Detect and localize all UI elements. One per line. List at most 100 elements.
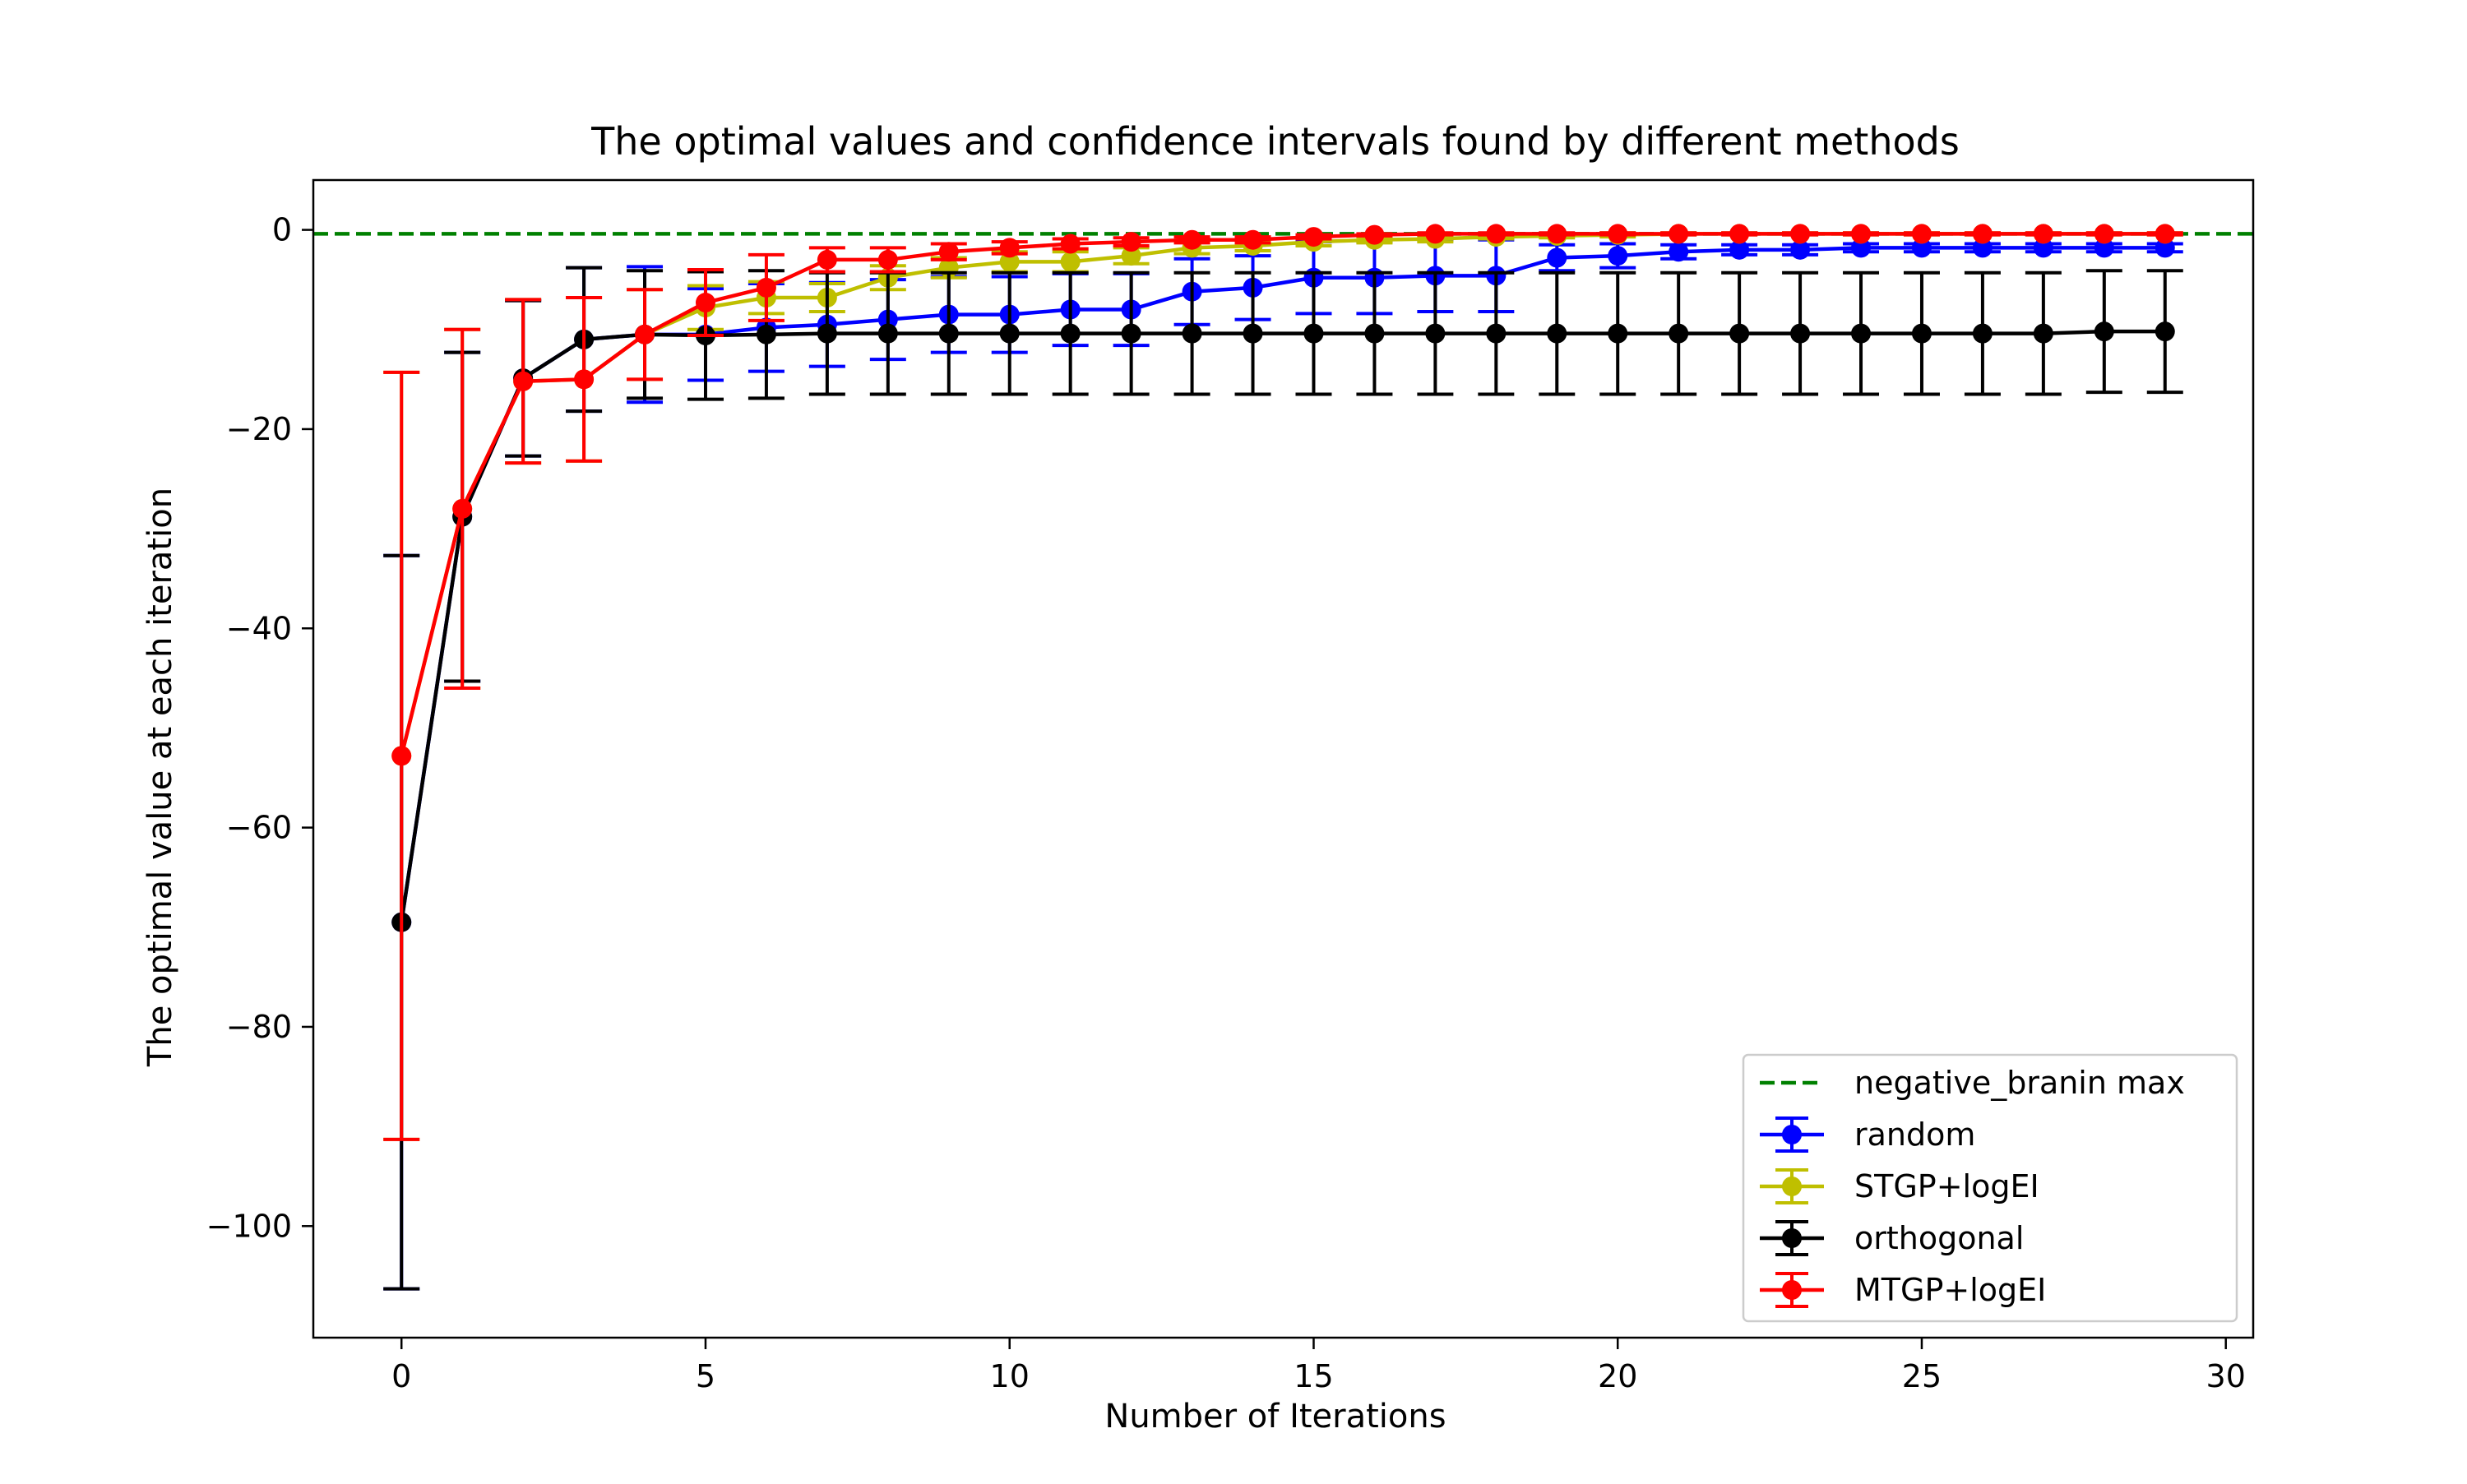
x-tick-label: 20 (1598, 1358, 1637, 1394)
data-point (2033, 224, 2053, 244)
legend-swatch-marker (1782, 1228, 1802, 1248)
legend-label: STGP+logEI (1854, 1168, 2039, 1204)
legend-item: random (1760, 1116, 1975, 1153)
data-point (1972, 224, 1993, 244)
legend-label: negative_branin max (1854, 1065, 2185, 1101)
data-point (1243, 229, 1263, 250)
data-point (1729, 323, 1750, 344)
data-point (1182, 229, 1202, 250)
x-tick-label: 0 (391, 1358, 411, 1394)
data-point (1486, 323, 1507, 344)
data-point (1851, 323, 1872, 344)
data-point (1547, 224, 1567, 244)
data-point (1851, 224, 1872, 244)
data-point (1364, 323, 1385, 344)
y-tick-label: −40 (226, 610, 292, 646)
data-point (1669, 242, 1689, 262)
legend-item: negative_branin max (1760, 1065, 2185, 1101)
data-point (877, 249, 898, 270)
data-point (574, 369, 595, 390)
y-tick-label: 0 (272, 212, 292, 248)
data-point (513, 371, 534, 391)
data-point (1911, 238, 1932, 258)
data-point (2155, 224, 2175, 244)
data-point (1972, 323, 1993, 344)
data-point (756, 277, 776, 298)
data-point (1121, 232, 1141, 252)
legend-swatch-marker (1782, 1125, 1802, 1144)
data-point (1303, 227, 1324, 247)
data-point (1486, 224, 1507, 244)
data-point (1547, 247, 1567, 268)
legend-label: orthogonal (1854, 1220, 2024, 1256)
x-tick-label: 15 (1294, 1358, 1333, 1394)
data-point (1243, 323, 1263, 344)
data-point (1303, 323, 1324, 344)
data-point (1547, 323, 1567, 344)
legend: negative_branin max random STGP+logEI ortho… (1742, 1053, 2238, 1323)
y-tick-label: −100 (206, 1208, 292, 1244)
x-tick-label: 5 (696, 1358, 715, 1394)
chart-title: The optimal values and confidence interv… (590, 119, 1960, 164)
data-point (999, 252, 1020, 272)
data-point (1121, 246, 1141, 266)
data-point (695, 293, 715, 313)
y-axis-label: The optimal value at each iteration (141, 488, 179, 1067)
data-point (1911, 224, 1932, 244)
data-point (1060, 323, 1081, 344)
data-point (2155, 238, 2175, 258)
data-point (1182, 323, 1202, 344)
data-point (1608, 224, 1628, 244)
series-line (400, 232, 2165, 756)
data-point (2033, 238, 2053, 258)
legend-item: STGP+logEI (1760, 1168, 2039, 1204)
y-tick-label: −60 (226, 810, 292, 846)
data-point (2033, 323, 2053, 344)
legend-box (1742, 1053, 2238, 1323)
x-axis-label: Number of Iterations (1104, 1398, 1446, 1435)
axes-frame (312, 178, 2255, 1339)
data-point (999, 238, 1020, 258)
data-point (1729, 224, 1750, 244)
legend-label: random (1854, 1116, 1975, 1153)
data-point (1060, 233, 1081, 254)
data-point (1608, 323, 1628, 344)
data-point (1790, 323, 1811, 344)
data-point (1364, 224, 1385, 245)
data-point (938, 242, 959, 262)
data-point (391, 746, 412, 766)
data-point (1608, 246, 1628, 266)
data-point (452, 498, 473, 519)
data-point (2155, 321, 2175, 342)
x-tick-label: 30 (2206, 1358, 2246, 1394)
series-3 (383, 224, 2183, 1141)
data-point (1425, 224, 1446, 244)
data-point (1790, 239, 1811, 260)
data-point (1972, 238, 1993, 258)
legend-label: MTGP+logEI (1854, 1272, 2046, 1308)
data-point (756, 324, 776, 344)
legend-item: orthogonal (1760, 1220, 2024, 1256)
plot-area: 0 5 10 15 20 25 30 0 −20 −40 −60 −80 −100 (206, 178, 2255, 1394)
y-tick-label: −20 (226, 411, 292, 447)
data-point (877, 323, 898, 344)
data-point (1669, 323, 1689, 344)
data-point (1060, 252, 1081, 272)
data-point (2094, 238, 2114, 258)
data-point (1121, 323, 1141, 344)
data-point (1669, 224, 1689, 244)
legend-swatch-marker (1782, 1280, 1802, 1300)
data-point (817, 323, 837, 344)
data-point (1911, 323, 1932, 344)
data-point (1851, 238, 1872, 258)
data-point (635, 324, 655, 344)
data-point (1425, 323, 1446, 344)
data-point (1729, 239, 1750, 260)
data-point (817, 249, 837, 270)
legend-item: MTGP+logEI (1760, 1272, 2046, 1308)
data-point (938, 323, 959, 344)
x-tick-label: 10 (990, 1358, 1030, 1394)
data-point (2094, 321, 2114, 342)
